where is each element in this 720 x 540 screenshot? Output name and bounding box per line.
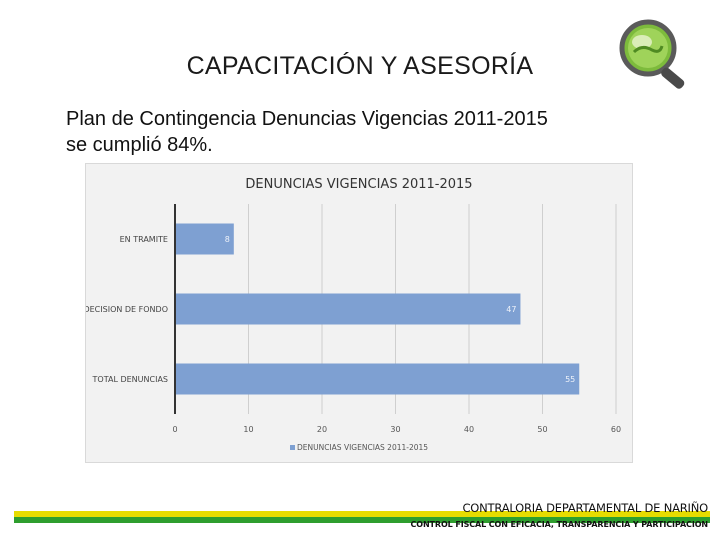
body-line-2: se cumplió 84%. [66,134,213,156]
x-tick-label: 20 [317,425,327,434]
x-tick-label: 40 [464,425,474,434]
bar-chart: DENUNCIAS VIGENCIAS 2011-2015 0 10 20 30 40 50… [86,177,621,452]
slide-title: CAPACITACIÓN Y ASESORÍA [186,52,534,80]
body-line-1: Plan de Contingencia Denuncias Vigencias… [66,108,548,130]
y-category-label: TOTAL DENUNCIAS [92,375,168,384]
footer-yellow-stripe [14,511,710,517]
x-tick-label: 0 [172,425,177,434]
magnifier-logo-icon [612,14,696,92]
footer-bar [14,510,710,523]
x-tick-label: 50 [537,425,547,434]
bar-data-label: 55 [565,375,575,384]
bar [175,363,580,395]
x-tick-label: 10 [243,425,253,434]
footer-tagline: CONTROL FISCAL CON EFICACIA, TRANSPARENC… [410,520,708,529]
body-text: Plan de Contingencia Denuncias Vigencias… [66,106,686,158]
bar-data-label: 47 [506,305,516,314]
legend-swatch [290,445,295,450]
legend-label: DENUNCIAS VIGENCIAS 2011-2015 [297,443,428,452]
bar [175,293,521,325]
footer-green-stripe [14,517,710,523]
y-category-label: EN TRAMITE [120,235,168,244]
bar-data-label: 8 [225,235,230,244]
chart-title: DENUNCIAS VIGENCIAS 2011-2015 [245,177,472,192]
x-tick-label: 30 [390,425,400,434]
bar [175,223,234,255]
chart-frame: DENUNCIAS VIGENCIAS 2011-2015 0 10 20 30 40 50… [85,163,633,463]
footer-org: CONTRALORIA DEPARTAMENTAL DE NARIÑO [462,501,708,515]
x-tick-label: 60 [611,425,621,434]
y-category-label: DECISION DE FONDO [86,305,168,314]
